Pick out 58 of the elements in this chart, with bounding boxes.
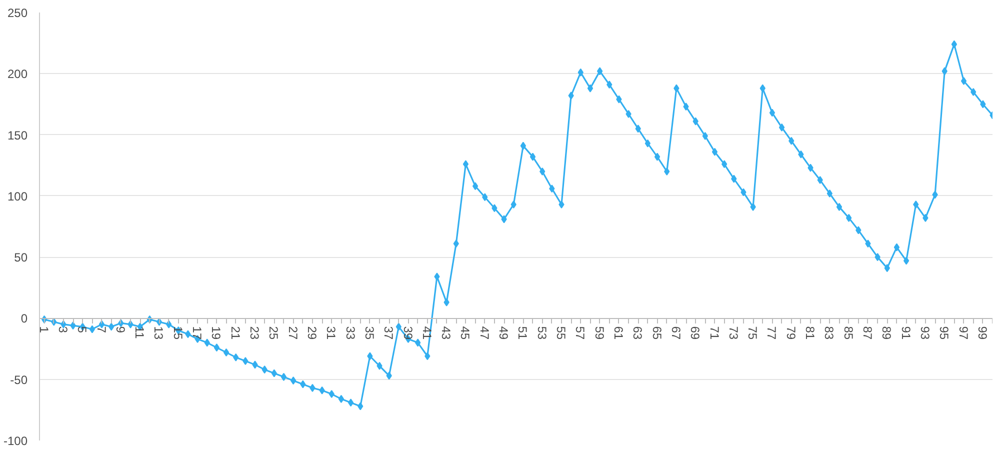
x-tick-label: 63 (630, 326, 645, 340)
x-tick-label: 51 (516, 326, 530, 340)
y-tick-label: 200 (7, 67, 28, 82)
x-tick-label: 55 (554, 326, 568, 340)
x-tick-label: 75 (746, 326, 760, 340)
y-tick-label: -50 (10, 372, 28, 387)
x-tick-label: 65 (650, 326, 664, 340)
x-tick-label: 39 (400, 326, 415, 340)
x-tick-label: 81 (803, 326, 818, 340)
x-tick-label: 3 (56, 326, 70, 334)
x-tick-label: 25 (266, 326, 281, 340)
x-tick-label: 9 (113, 326, 128, 334)
x-tick-label: 57 (573, 326, 588, 340)
x-tick-label: 67 (668, 326, 683, 340)
x-tick-label: 77 (764, 326, 779, 340)
y-tick-label: 0 (20, 312, 28, 326)
x-tick-label: 85 (841, 326, 856, 340)
x-tick-label: 45 (458, 326, 472, 340)
x-tick-label: 83 (822, 326, 836, 340)
y-tick-label: 50 (14, 250, 28, 265)
x-tick-label: 31 (324, 326, 338, 340)
x-tick-label: 93 (918, 326, 932, 340)
x-tick-label: 53 (534, 326, 549, 340)
x-tick-label: 41 (420, 326, 434, 340)
x-tick-label: 43 (439, 326, 454, 340)
x-tick-label: 47 (477, 326, 492, 340)
x-tick-label: 29 (304, 326, 319, 340)
x-tick-label: 89 (880, 326, 894, 340)
x-tick-label: 33 (343, 326, 358, 340)
x-tick-label: 7 (94, 326, 108, 334)
x-tick-label: 97 (956, 326, 970, 340)
y-tick-label: 250 (7, 6, 28, 20)
y-tick-label: -100 (3, 434, 28, 448)
x-tick-label: 99 (975, 326, 990, 340)
x-tick-label: 61 (611, 326, 626, 340)
x-tick-label: 71 (707, 326, 722, 340)
x-tick-label: 23 (248, 326, 262, 340)
x-tick-label: 17 (190, 326, 204, 340)
x-tick-label: 11 (132, 326, 147, 339)
x-tick-label: 73 (726, 326, 740, 340)
x-tick-label: 37 (382, 326, 396, 340)
x-tick-label: 69 (688, 326, 702, 340)
y-tick-label: 150 (7, 128, 28, 142)
x-tick-label: 27 (286, 326, 300, 340)
x-tick-label: 91 (898, 326, 913, 340)
x-tick-label: 49 (496, 326, 511, 340)
y-tick-label: 100 (7, 189, 28, 204)
x-tick-label: 1 (36, 326, 51, 334)
x-tick-label: 5 (75, 326, 90, 334)
x-tick-label: 87 (860, 326, 874, 340)
x-tick-label: 79 (784, 326, 798, 340)
x-tick-label: 59 (592, 326, 606, 340)
x-tick-label: 21 (228, 326, 242, 340)
x-tick-label: 19 (209, 326, 224, 340)
x-tick-label: 15 (170, 326, 185, 340)
x-tick-label: 35 (362, 326, 376, 340)
x-tick-label: 95 (937, 326, 952, 340)
x-tick-label: 13 (152, 326, 166, 340)
